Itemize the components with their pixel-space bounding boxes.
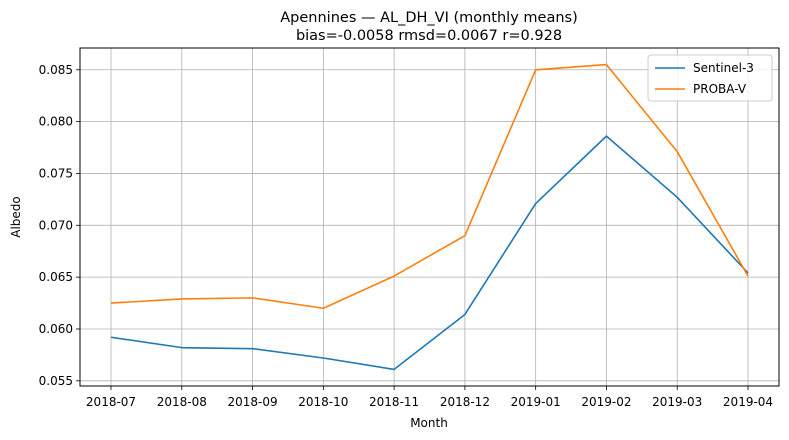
x-tick-label: 2019-02: [581, 395, 631, 409]
y-tick-label: 0.080: [39, 115, 73, 129]
y-tick-label: 0.075: [39, 166, 73, 180]
legend-label-proba-v: PROBA-V: [693, 82, 747, 96]
x-tick-label: 2018-09: [227, 395, 277, 409]
x-tick-label: 2019-01: [511, 395, 561, 409]
chart-subtitle: bias=-0.0058 rmsd=0.0067 r=0.928: [296, 28, 562, 44]
axes: [76, 69, 749, 390]
legend: Sentinel-3 PROBA-V: [647, 54, 773, 102]
x-axis-label: Month: [410, 416, 448, 430]
y-axis-label: Albedo: [9, 196, 23, 238]
series-line-sentinel-3: [110, 135, 749, 371]
x-tick-label: 2018-07: [86, 395, 136, 409]
series-lines: [110, 63, 749, 371]
y-tick-label: 0.085: [39, 63, 73, 77]
y-tick-label: 0.065: [39, 270, 73, 284]
legend-label-sentinel-3: Sentinel-3: [693, 61, 754, 75]
x-tick-label: 2018-08: [157, 395, 207, 409]
chart-title: Apennines — AL_DH_VI (monthly means): [280, 10, 577, 26]
tick-labels: 2018-07 2018-08 2018-09 2018-10 2018-11 2018-…: [39, 63, 773, 409]
y-tick-label: 0.070: [39, 218, 73, 232]
series-line-proba-v: [110, 63, 749, 310]
plot-frame: [79, 47, 780, 387]
x-tick-label: 2018-12: [440, 395, 490, 409]
x-tick-label: 2019-04: [723, 395, 773, 409]
y-tick-label: 0.055: [39, 374, 73, 388]
y-tick-label: 0.060: [39, 322, 73, 336]
x-tick-label: 2018-11: [369, 395, 419, 409]
grid: [80, 48, 779, 386]
x-tick-label: 2019-03: [652, 395, 702, 409]
x-tick-label: 2018-10: [298, 395, 348, 409]
